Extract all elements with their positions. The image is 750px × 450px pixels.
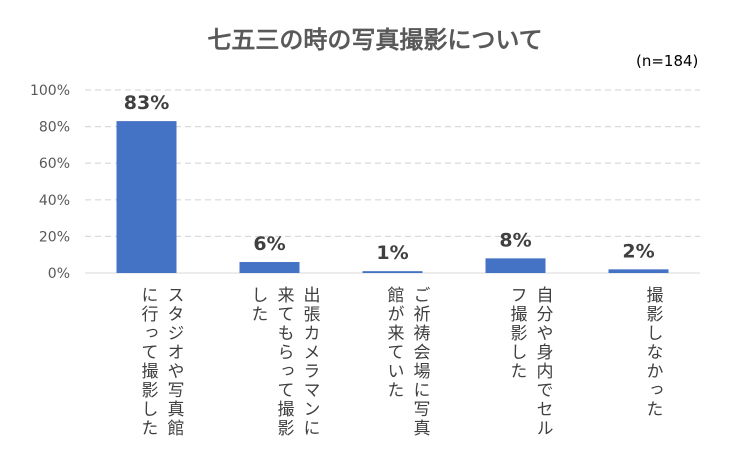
x-category-label: 撮影しなかった (642, 286, 663, 419)
bar (485, 258, 546, 273)
bar (608, 269, 669, 273)
x-category-label: 自分や身内でセルフ撮影した (506, 286, 553, 438)
bar (116, 121, 177, 273)
bar (239, 262, 300, 273)
data-label: 1% (376, 242, 408, 264)
y-tick-label: 80% (39, 120, 70, 136)
y-tick-label: 0% (48, 266, 70, 282)
y-tick-label: 60% (39, 156, 70, 172)
sample-size-note: (n=184) (636, 52, 699, 70)
x-category-label: 出張カメラマンに来てもらって撮影した (247, 286, 320, 438)
y-tick-label: 20% (39, 229, 70, 245)
y-tick-label: 40% (39, 193, 70, 209)
data-label: 2% (622, 240, 654, 262)
data-label: 6% (253, 233, 285, 255)
y-tick-label: 100% (30, 83, 70, 99)
x-category-label: ご祈祷会場に写真館が来ていた (383, 286, 430, 438)
data-label: 83% (124, 92, 169, 114)
data-label: 8% (499, 229, 531, 251)
bar (362, 271, 423, 273)
x-category-label: スタジオや写真館に行って撮影した (137, 286, 184, 438)
chart-title: 七五三の時の写真撮影について (207, 26, 543, 54)
